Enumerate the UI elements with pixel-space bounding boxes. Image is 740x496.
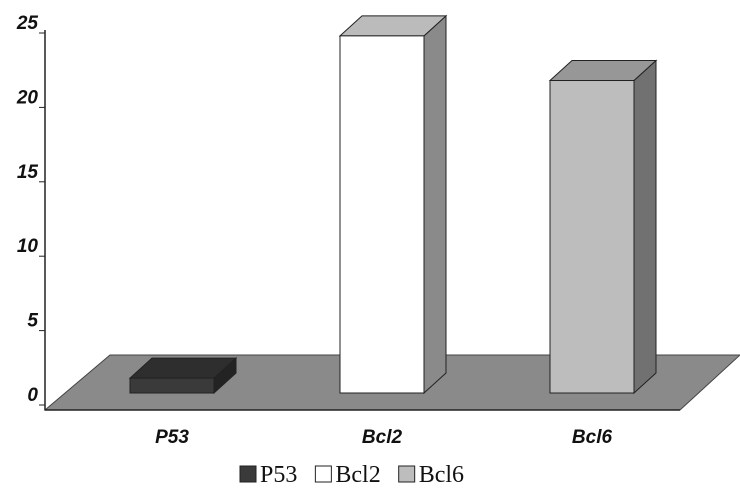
- legend-label: Bcl6: [419, 462, 464, 488]
- y-tick-label: 0: [27, 385, 38, 406]
- y-tick-label: 15: [17, 162, 39, 183]
- bar-front: [339, 35, 425, 394]
- bar-front: [549, 80, 635, 394]
- y-tick-label: 20: [16, 87, 39, 108]
- bar: [338, 14, 448, 395]
- y-tick-label: 10: [17, 236, 39, 257]
- legend-swatch: [398, 465, 416, 483]
- x-tick-label: Bcl2: [362, 427, 403, 448]
- x-tick-label: Bcl6: [572, 427, 613, 448]
- legend-swatch: [314, 465, 332, 483]
- bar-side: [633, 59, 657, 395]
- bar: [548, 59, 658, 395]
- y-tick-label: 25: [16, 13, 39, 34]
- legend-label: Bcl2: [335, 462, 380, 488]
- bar: [128, 356, 238, 395]
- legend-label: P53: [260, 462, 297, 488]
- x-tick-label: P53: [155, 427, 189, 448]
- y-tick-label: 5: [27, 311, 38, 332]
- bar-side: [423, 14, 447, 395]
- legend-swatch: [239, 465, 257, 483]
- bar-front: [129, 377, 215, 394]
